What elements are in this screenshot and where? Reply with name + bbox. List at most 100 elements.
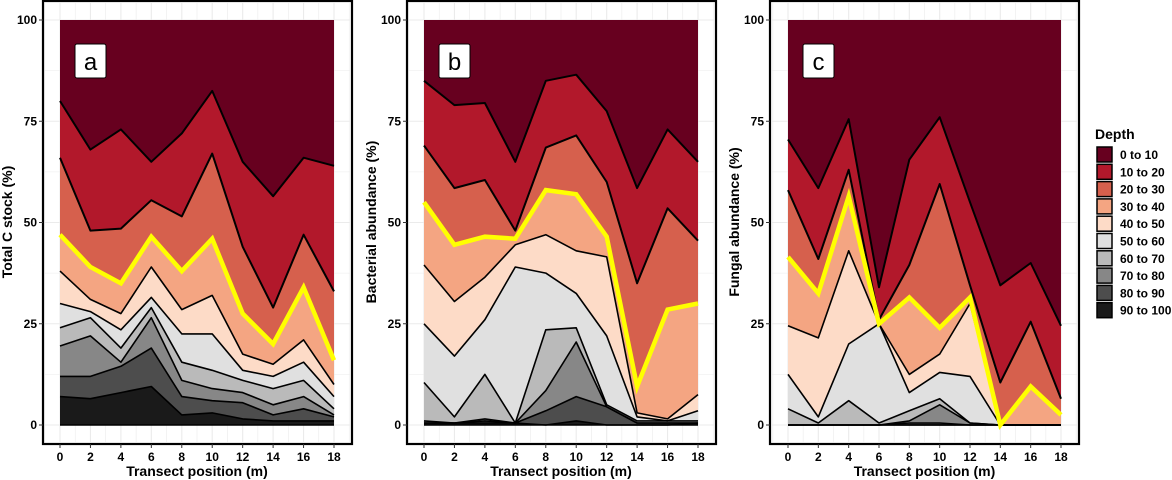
legend-swatch bbox=[1096, 198, 1113, 215]
legend-label: 0 to 10 bbox=[1120, 148, 1158, 162]
legend-item: 20 to 30 bbox=[1096, 180, 1165, 198]
legend-item: 0 to 10 bbox=[1096, 146, 1158, 163]
legend: Depth 0 to 10 10 to 20 20 to 30 30 to 40 40 t… bbox=[1095, 126, 1172, 319]
legend-swatch bbox=[1096, 301, 1113, 319]
area-70-to-80 bbox=[424, 342, 698, 423]
legend-swatch bbox=[1096, 232, 1113, 250]
x-tick-label: 10 bbox=[933, 450, 947, 464]
y-axis-title: Fungal abundance (%) bbox=[726, 147, 742, 296]
area-80-to-90 bbox=[60, 348, 334, 421]
panel-tag-label: b bbox=[448, 49, 461, 76]
y-tick-label: 100 bbox=[17, 13, 37, 27]
x-tick-label: 4 bbox=[845, 450, 852, 464]
legend-swatch bbox=[1096, 146, 1113, 163]
x-tick-label: 10 bbox=[206, 450, 220, 464]
legend-item: 90 to 100 bbox=[1096, 301, 1172, 319]
areas bbox=[424, 20, 698, 425]
x-axis-title: Transect position (m) bbox=[854, 463, 996, 479]
legend-title: Depth bbox=[1095, 126, 1135, 142]
boundaries bbox=[422, 73, 699, 426]
panel-tag-box bbox=[802, 43, 835, 79]
boundary-line bbox=[59, 89, 335, 198]
x-axis-title: Transect position (m) bbox=[126, 463, 268, 479]
panel-tag-box bbox=[438, 43, 471, 79]
y-tick-label: 25 bbox=[24, 317, 38, 331]
boundary-line bbox=[423, 233, 699, 420]
y-tick-label: 50 bbox=[751, 216, 765, 230]
x-tick-label: 2 bbox=[815, 450, 822, 464]
y-tick-label: 75 bbox=[388, 114, 402, 128]
x-tick-label: 8 bbox=[178, 450, 185, 464]
area-50-to-60 bbox=[60, 297, 334, 409]
legend-swatch bbox=[1096, 163, 1113, 181]
x-axis: 0 2 4 6 8 10 12 14 16 18 bbox=[785, 444, 1068, 464]
y-tick-label: 100 bbox=[381, 13, 401, 27]
area-0-to-10 bbox=[788, 20, 1061, 326]
x-tick-label: 14 bbox=[266, 450, 280, 464]
panel-tag-box bbox=[74, 43, 107, 79]
boundary-line bbox=[59, 385, 334, 422]
legend-item: 70 to 80 bbox=[1096, 267, 1165, 284]
x-tick-label: 8 bbox=[906, 450, 913, 464]
y-axis: 0 25 50 75 100 bbox=[744, 13, 770, 432]
legend-label: 80 to 90 bbox=[1120, 286, 1165, 300]
legend-label: 20 to 30 bbox=[1120, 183, 1165, 197]
y-tick-label: 0 bbox=[30, 418, 37, 432]
area-60-to-70 bbox=[60, 307, 334, 415]
y-tick-label: 75 bbox=[751, 114, 765, 128]
area-70-to-80 bbox=[60, 317, 334, 417]
panel-tag: a bbox=[74, 43, 107, 79]
x-tick-label: 16 bbox=[297, 450, 311, 464]
x-tick-label: 4 bbox=[118, 450, 125, 464]
x-tick-label: 2 bbox=[87, 450, 94, 464]
y-tick-label: 0 bbox=[757, 418, 764, 432]
panel-tag: c bbox=[802, 43, 835, 79]
x-axis: 0 2 4 6 8 10 12 14 16 18 bbox=[57, 444, 341, 464]
area-70-to-80 bbox=[788, 404, 1061, 425]
x-tick-label: 14 bbox=[994, 450, 1008, 464]
panel-a: a 0 25 50 75 100 0 2 4 6 8 10 12 14 16 18 Transect posit… bbox=[0, 0, 354, 479]
legend-label: 90 to 100 bbox=[1120, 304, 1172, 318]
area-60-to-70 bbox=[788, 398, 1061, 425]
boundaries bbox=[58, 89, 337, 426]
boundary-line bbox=[59, 296, 335, 398]
x-tick-label: 12 bbox=[963, 450, 977, 464]
x-tick-label: 2 bbox=[451, 450, 458, 464]
highlight-line bbox=[58, 233, 337, 362]
x-tick-label: 6 bbox=[512, 450, 519, 464]
boundary-line bbox=[60, 347, 335, 418]
area-0-to-10 bbox=[424, 20, 698, 189]
area-0-to-10 bbox=[60, 20, 334, 197]
area-80-to-90 bbox=[424, 396, 698, 425]
x-tick-label: 0 bbox=[421, 450, 428, 464]
area-20-to-30 bbox=[60, 153, 334, 361]
x-tick-label: 0 bbox=[785, 450, 792, 464]
panel-tag-label: c bbox=[813, 49, 825, 76]
legend-swatch bbox=[1096, 267, 1113, 284]
x-tick-label: 18 bbox=[691, 450, 705, 464]
area-40-to-50 bbox=[788, 250, 1061, 425]
highlight-line bbox=[422, 187, 699, 395]
boundary-line bbox=[59, 266, 335, 385]
highlight-line bbox=[786, 187, 1063, 431]
panel-tag: b bbox=[438, 43, 471, 79]
boundary-line bbox=[59, 152, 335, 309]
legend-item: 40 to 50 bbox=[1096, 215, 1165, 232]
x-tick-label: 10 bbox=[570, 450, 584, 464]
legend-label: 40 to 50 bbox=[1120, 217, 1165, 231]
y-tick-label: 25 bbox=[388, 317, 402, 331]
legend-item: 80 to 90 bbox=[1096, 284, 1165, 302]
x-tick-label: 8 bbox=[542, 450, 549, 464]
x-tick-label: 16 bbox=[1024, 450, 1038, 464]
legend-label: 60 to 70 bbox=[1120, 252, 1165, 266]
legend-label: 50 to 60 bbox=[1120, 235, 1165, 249]
x-tick-label: 4 bbox=[482, 450, 489, 464]
legend-swatch bbox=[1096, 284, 1113, 302]
boundary-line bbox=[59, 316, 335, 416]
legend-label: 30 to 40 bbox=[1120, 200, 1165, 214]
y-tick-label: 100 bbox=[744, 13, 764, 27]
y-tick-label: 50 bbox=[24, 216, 38, 230]
panel-c: c 0 25 50 75 100 0 2 4 6 8 10 12 14 16 18 Transect posit… bbox=[726, 0, 1081, 479]
legend-swatch bbox=[1096, 180, 1113, 198]
